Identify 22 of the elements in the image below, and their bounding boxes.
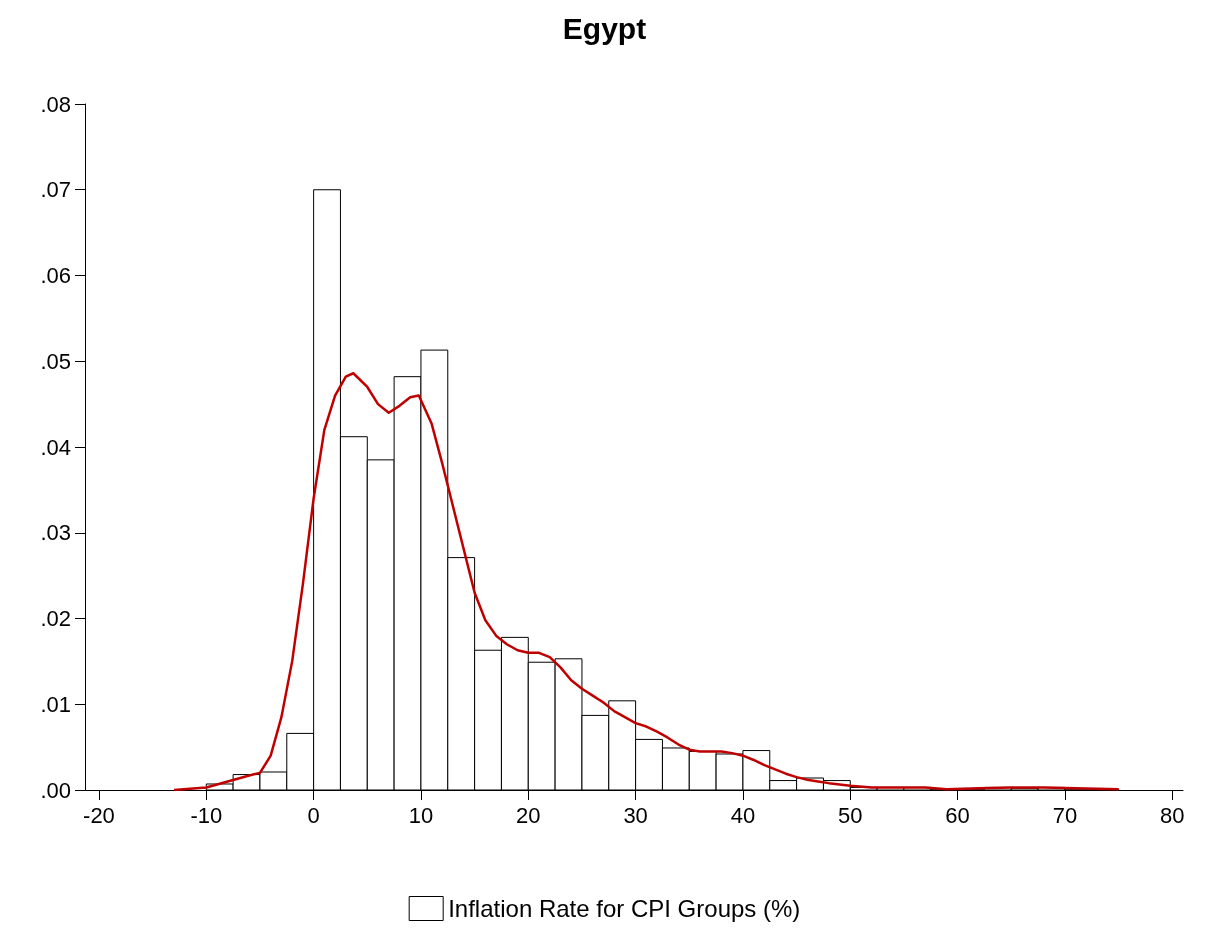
y-tick-label: .02 <box>40 606 71 631</box>
y-tick-label: .04 <box>40 434 71 460</box>
x-tick-label: -10 <box>190 802 223 828</box>
x-tick-label: 30 <box>623 802 648 828</box>
x-tick-label: 0 <box>307 802 320 828</box>
x-tick-label: 10 <box>408 802 434 828</box>
x-tick-label: 50 <box>838 802 863 828</box>
x-tick-label: 20 <box>516 802 541 828</box>
chart-title: Egypt <box>562 11 647 45</box>
y-tick-label: .05 <box>40 348 71 374</box>
x-tick-label: 40 <box>730 802 756 828</box>
x-tick-label: 80 <box>1160 802 1185 828</box>
x-tick-label: 70 <box>1052 802 1078 828</box>
y-tick-label: .06 <box>40 263 71 288</box>
x-tick-label: 60 <box>945 802 970 828</box>
y-tick-label: .01 <box>40 691 71 717</box>
y-tick-label: .00 <box>40 777 71 803</box>
y-tick-label: .03 <box>40 520 71 546</box>
x-tick-label: -20 <box>83 802 115 828</box>
legend-label: Inflation Rate for CPI Groups (%) <box>448 895 801 922</box>
y-tick-label: .07 <box>40 177 71 203</box>
y-tick-label: .08 <box>40 91 71 117</box>
